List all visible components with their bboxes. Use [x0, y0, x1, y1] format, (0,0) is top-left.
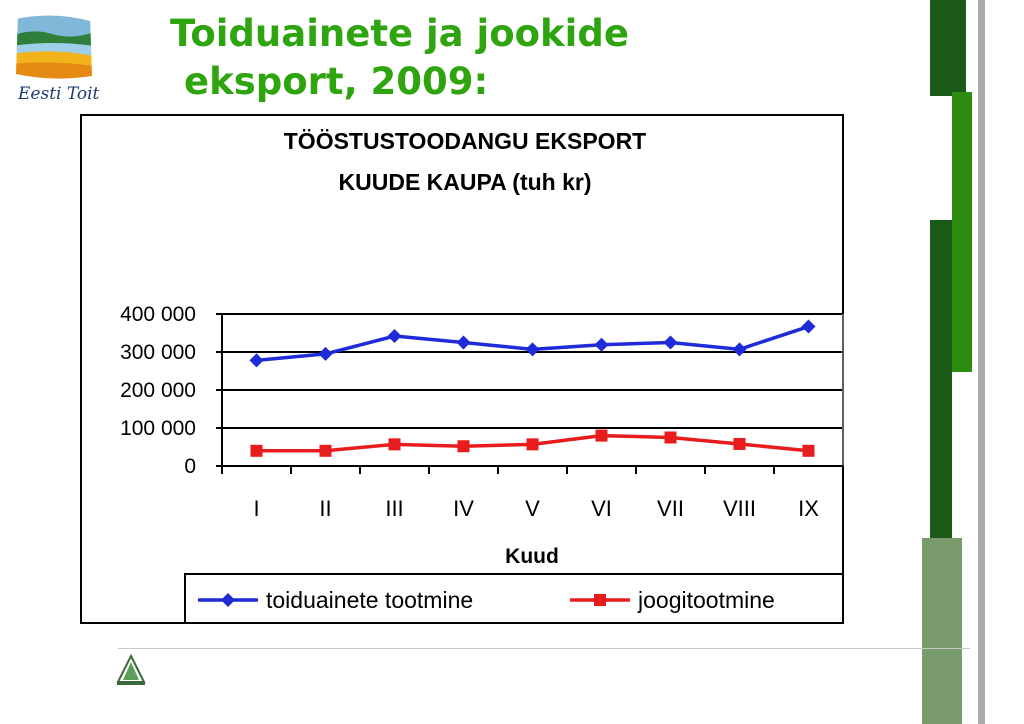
y-tick-label: 100 000: [120, 417, 196, 440]
data-point: [802, 444, 815, 457]
x-tick-label: I: [253, 496, 259, 521]
x-tick-label: VII: [657, 496, 684, 521]
y-tick-label: 200 000: [120, 379, 196, 402]
data-point: [595, 429, 608, 442]
data-point: [249, 353, 264, 368]
deco-bar-sage: [922, 538, 962, 724]
deco-bar-dark-mid: [930, 220, 952, 588]
data-point: [594, 337, 609, 352]
x-tick-label: IX: [798, 496, 819, 521]
data-point: [732, 342, 747, 357]
slide-title-line-1: Toiduainete ja jookide: [170, 12, 629, 55]
x-tick-label: V: [525, 496, 540, 521]
y-tick-label: 300 000: [120, 341, 196, 364]
data-point: [457, 440, 470, 453]
deco-bar-dark-top: [930, 0, 966, 96]
x-tick-label: II: [319, 496, 331, 521]
x-tick-label: VIII: [723, 496, 756, 521]
legend-marker: [221, 593, 235, 607]
footer-divider: [118, 648, 970, 649]
chart-title-line-2: KUUDE KAUPA (tuh kr): [339, 169, 592, 195]
data-point: [456, 335, 471, 350]
y-tick-label: 0: [184, 455, 196, 478]
slide-title-line-2: eksport, 2009:: [184, 60, 489, 103]
data-point: [664, 431, 677, 444]
legend-marker: [594, 594, 606, 606]
data-point: [801, 319, 816, 334]
x-tick-label: VI: [591, 496, 612, 521]
slide-title: Toiduainete ja jookide eksport, 2009:: [170, 10, 629, 106]
deco-bar-bright: [952, 92, 972, 372]
data-point: [319, 444, 332, 457]
data-point: [526, 438, 539, 451]
y-tick-label: 400 000: [120, 303, 196, 326]
legend-label: joogitootmine: [637, 587, 775, 613]
logo-text: Eesti Toit: [18, 84, 100, 104]
data-point: [525, 342, 540, 357]
data-point: [387, 329, 402, 344]
data-point: [250, 444, 263, 457]
x-axis-label: Kuud: [505, 545, 559, 568]
data-point: [318, 346, 333, 361]
x-tick-label: III: [385, 496, 403, 521]
data-point: [663, 335, 678, 350]
deco-line-grey: [978, 0, 985, 724]
chart-frame: [80, 114, 844, 624]
x-tick-label: IV: [453, 496, 474, 521]
chart-title-line-1: TÖÖSTUSTOODANGU EKSPORT: [284, 128, 647, 154]
data-point: [733, 437, 746, 450]
legend-label: toiduainete tootmine: [266, 587, 473, 613]
eesti-toit-logo: [16, 11, 92, 79]
footer-logo-icon: [116, 654, 146, 685]
data-point: [388, 438, 401, 451]
legend-box: [184, 573, 844, 624]
